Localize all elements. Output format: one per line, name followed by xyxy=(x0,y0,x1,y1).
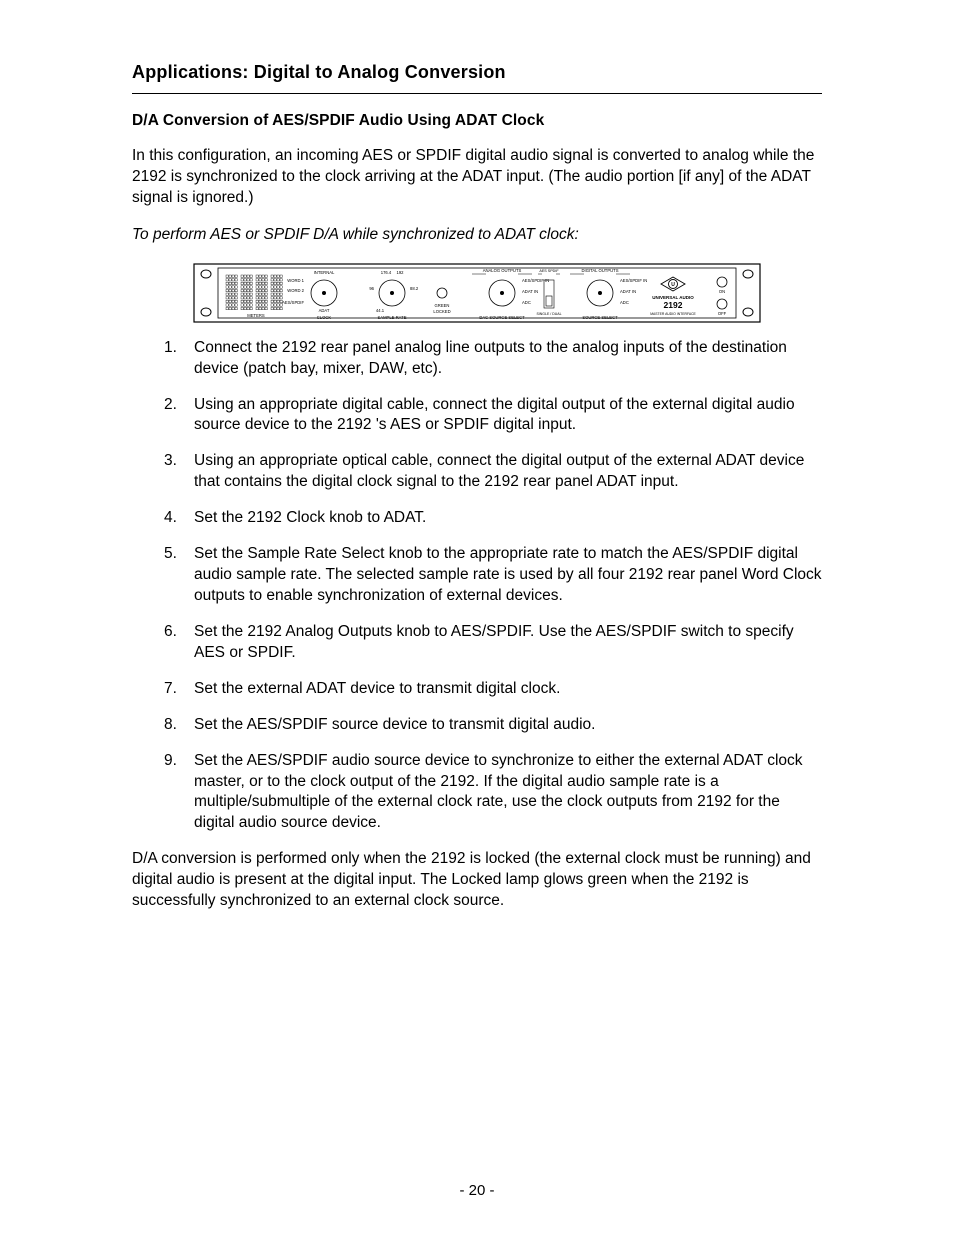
step-item: Using an appropriate optical cable, conn… xyxy=(194,451,822,493)
device-panel-diagram: METERS INTERNAL WORD 1 WORD 2 AES/SPDIF ADAT C… xyxy=(192,262,762,324)
svg-text:ANALOG OUTPUTS: ANALOG OUTPUTS xyxy=(483,268,522,273)
svg-text:AES/SPDIF IN: AES/SPDIF IN xyxy=(620,278,647,283)
svg-text:ADAT IN: ADAT IN xyxy=(522,289,538,294)
svg-text:ADC: ADC xyxy=(620,300,629,305)
svg-text:ADAT: ADAT xyxy=(319,308,330,313)
step-item: Set the 2192 Clock knob to ADAT. xyxy=(194,508,822,529)
svg-text:96: 96 xyxy=(369,286,374,291)
svg-text:88.2: 88.2 xyxy=(410,286,419,291)
svg-text:CLOCK: CLOCK xyxy=(317,315,332,320)
svg-text:SAMPLE RATE: SAMPLE RATE xyxy=(377,315,406,320)
title-rule xyxy=(132,93,822,94)
step-item: Set the AES/SPDIF audio source device to… xyxy=(194,751,822,835)
step-item: Connect the 2192 rear panel analog line … xyxy=(194,338,822,380)
svg-text:LOCKED: LOCKED xyxy=(433,309,450,314)
svg-text:SINGLE / DUAL: SINGLE / DUAL xyxy=(536,312,561,316)
steps-list: Connect the 2192 rear panel analog line … xyxy=(132,338,822,835)
section-subtitle: D/A Conversion of AES/SPDIF Audio Using … xyxy=(132,112,822,130)
svg-text:192: 192 xyxy=(397,270,405,275)
step-item: Set the Sample Rate Select knob to the a… xyxy=(194,544,822,607)
instruction-lead: To perform AES or SPDIF D/A while synchr… xyxy=(132,225,822,246)
svg-text:DAC SOURCE SELECT: DAC SOURCE SELECT xyxy=(479,315,525,320)
svg-text:METERS: METERS xyxy=(247,313,265,318)
svg-text:GREEN: GREEN xyxy=(435,303,450,308)
step-item: Using an appropriate digital cable, conn… xyxy=(194,395,822,437)
page-title: Applications: Digital to Analog Conversi… xyxy=(132,62,822,83)
svg-text:U: U xyxy=(671,282,675,288)
svg-text:2192: 2192 xyxy=(664,300,683,310)
step-item: Set the 2192 Analog Outputs knob to AES/… xyxy=(194,622,822,664)
svg-text:INTERNAL: INTERNAL xyxy=(314,270,335,275)
step-item: Set the AES/SPDIF source device to trans… xyxy=(194,715,822,736)
svg-text:AES/SPDIF: AES/SPDIF xyxy=(282,300,304,305)
svg-text:176.4: 176.4 xyxy=(381,270,392,275)
svg-text:ADAT IN: ADAT IN xyxy=(620,289,636,294)
svg-text:AES SPDIF: AES SPDIF xyxy=(539,269,559,273)
svg-text:OFF: OFF xyxy=(718,311,727,316)
closing-paragraph: D/A conversion is performed only when th… xyxy=(132,849,822,912)
svg-text:WORD 2: WORD 2 xyxy=(287,288,304,293)
svg-text:ADC: ADC xyxy=(522,300,531,305)
svg-text:MASTER AUDIO INTERFACE: MASTER AUDIO INTERFACE xyxy=(650,312,696,316)
svg-text:WORD 1: WORD 1 xyxy=(287,278,304,283)
svg-text:DIGITAL OUTPUTS: DIGITAL OUTPUTS xyxy=(582,268,619,273)
intro-paragraph: In this configuration, an incoming AES o… xyxy=(132,146,822,209)
svg-text:44.1: 44.1 xyxy=(376,308,385,313)
step-item: Set the external ADAT device to transmit… xyxy=(194,679,822,700)
svg-text:SOURCE SELECT: SOURCE SELECT xyxy=(582,315,618,320)
page-number: - 20 - xyxy=(0,1182,954,1199)
svg-text:AES/SPDIF IN: AES/SPDIF IN xyxy=(522,278,549,283)
svg-text:ON: ON xyxy=(719,289,725,294)
